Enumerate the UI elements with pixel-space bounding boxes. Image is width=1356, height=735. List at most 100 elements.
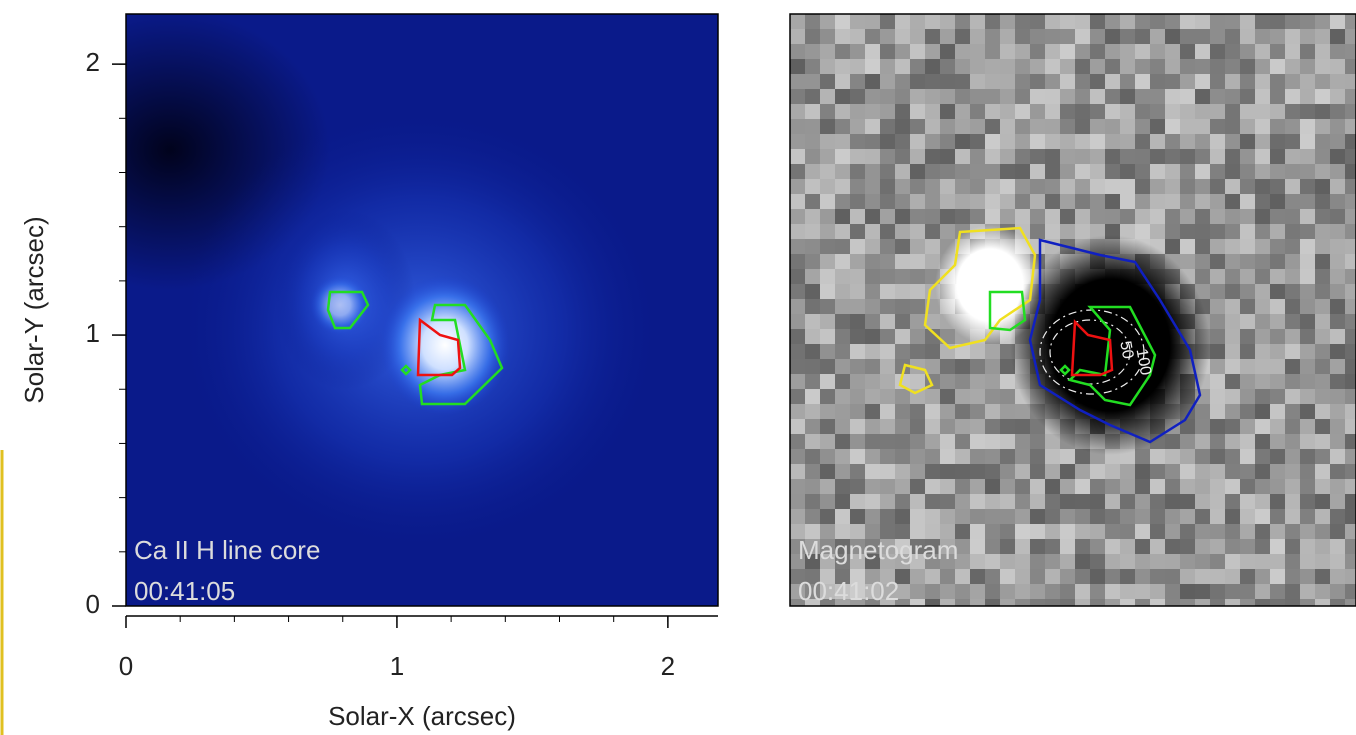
pixel	[1075, 539, 1091, 555]
pixel	[895, 314, 911, 330]
pixel	[820, 449, 836, 465]
pixel	[1285, 269, 1301, 285]
pixel	[1030, 224, 1046, 240]
pixel	[1255, 134, 1271, 150]
pixel	[835, 434, 851, 450]
pixel	[790, 449, 806, 465]
pixel	[805, 344, 821, 360]
pixel	[1300, 209, 1316, 225]
pixel	[1195, 14, 1211, 30]
pixel	[1240, 74, 1256, 90]
pixel	[970, 389, 986, 405]
pixel	[1030, 134, 1046, 150]
pixel	[1090, 14, 1106, 30]
pixel	[820, 269, 836, 285]
pixel	[1315, 419, 1331, 435]
pixel	[940, 59, 956, 75]
pixel	[1315, 89, 1331, 105]
pixel	[1240, 584, 1256, 600]
pixel	[1165, 149, 1181, 165]
pixel	[1315, 449, 1331, 465]
pixel	[1060, 164, 1076, 180]
pixel	[865, 404, 881, 420]
pixel	[940, 44, 956, 60]
pixel	[1330, 419, 1346, 435]
pixel	[835, 104, 851, 120]
pixel	[1345, 449, 1356, 465]
pixel	[1165, 179, 1181, 195]
pixel	[805, 314, 821, 330]
pixel	[850, 434, 866, 450]
pixel	[1195, 449, 1211, 465]
pixel	[1105, 104, 1121, 120]
pixel	[910, 119, 926, 135]
pixel	[1210, 584, 1226, 600]
pixel	[910, 149, 926, 165]
pixel	[955, 434, 971, 450]
pixel	[1210, 569, 1226, 585]
pixel	[1180, 209, 1196, 225]
pixel	[820, 239, 836, 255]
pixel	[865, 374, 881, 390]
pixel	[970, 449, 986, 465]
pixel	[1165, 164, 1181, 180]
x-tick-label: 0	[119, 651, 133, 681]
pixel	[820, 374, 836, 390]
pixel	[835, 464, 851, 480]
pixel	[1285, 449, 1301, 465]
pixel	[910, 434, 926, 450]
pixel	[955, 14, 971, 30]
pixel	[1240, 374, 1256, 390]
pixel	[1195, 404, 1211, 420]
pixel	[1105, 14, 1121, 30]
pixel	[895, 389, 911, 405]
pixel	[1075, 209, 1091, 225]
pixel	[1000, 104, 1016, 120]
pixel	[925, 134, 941, 150]
pixel	[790, 224, 806, 240]
pixel	[1090, 539, 1106, 555]
pixel	[820, 44, 836, 60]
pixel	[1345, 479, 1356, 495]
pixel	[1210, 554, 1226, 570]
pixel	[1135, 194, 1151, 210]
pixel	[1210, 524, 1226, 540]
pixel	[910, 479, 926, 495]
pixel	[1120, 479, 1136, 495]
pixel	[925, 89, 941, 105]
pixel	[925, 479, 941, 495]
pixel	[1225, 179, 1241, 195]
pixel	[1210, 224, 1226, 240]
pixel	[805, 479, 821, 495]
pixel	[970, 359, 986, 375]
pixel	[1060, 554, 1076, 570]
pixel	[925, 104, 941, 120]
pixel	[1195, 29, 1211, 45]
pixel	[1225, 74, 1241, 90]
pixel	[1315, 509, 1331, 525]
pixel	[1015, 569, 1031, 585]
pixel	[1330, 554, 1346, 570]
pixel	[1075, 554, 1091, 570]
pixel	[850, 389, 866, 405]
pixel	[1135, 509, 1151, 525]
pixel	[790, 179, 806, 195]
pixel	[940, 74, 956, 90]
pixel	[1030, 89, 1046, 105]
pixel	[1240, 209, 1256, 225]
pixel	[1300, 554, 1316, 570]
pixel	[1165, 494, 1181, 510]
pixel	[820, 134, 836, 150]
pixel	[1075, 494, 1091, 510]
pixel	[880, 209, 896, 225]
pixel	[1225, 299, 1241, 315]
pixel	[880, 164, 896, 180]
pixel	[985, 164, 1001, 180]
pixel	[940, 389, 956, 405]
pixel	[850, 404, 866, 420]
pixel	[1060, 74, 1076, 90]
pixel	[940, 569, 956, 585]
pixel	[1120, 44, 1136, 60]
pixel	[805, 254, 821, 270]
pixel	[1105, 194, 1121, 210]
